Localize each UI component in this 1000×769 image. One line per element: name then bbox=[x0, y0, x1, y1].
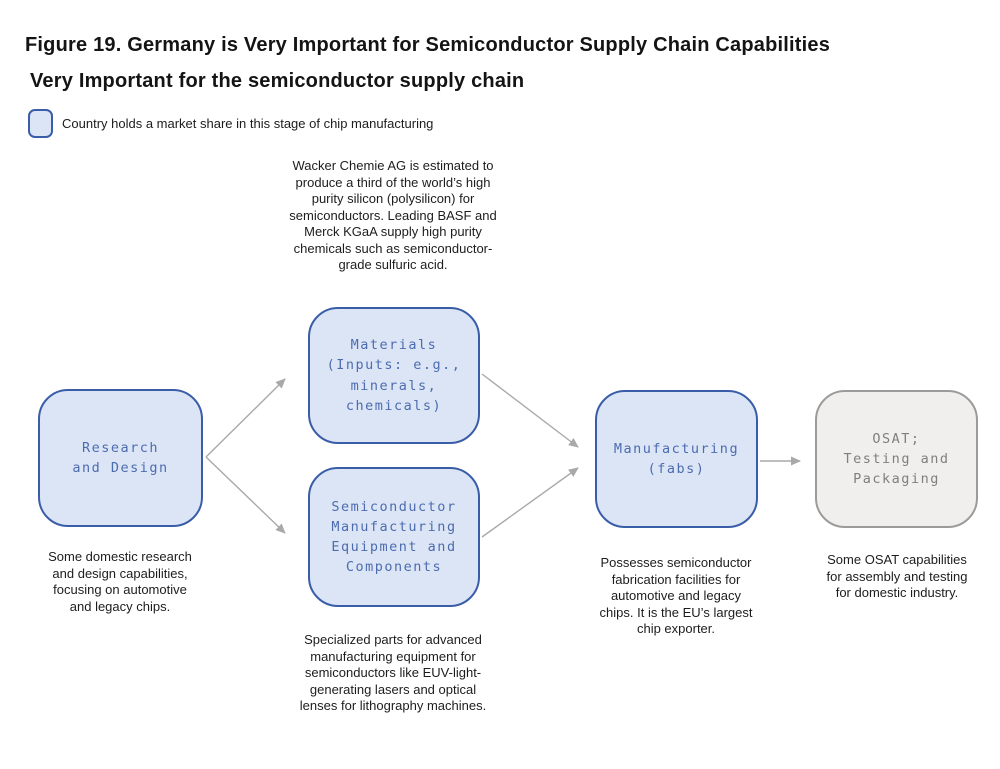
market-share-swatch-icon bbox=[28, 109, 53, 138]
figure-title: Figure 19. Germany is Very Important for… bbox=[25, 34, 831, 56]
note-research-design: Some domestic research and design capabi… bbox=[48, 549, 192, 614]
note-materials: Wacker Chemie AG is estimated to produce… bbox=[289, 158, 497, 272]
note-sme-equipment: Specialized parts for advanced manufactu… bbox=[299, 632, 487, 713]
arrow-research-to-materials bbox=[205, 378, 286, 458]
arrow-equipment-to-fabs bbox=[481, 467, 579, 538]
figure-subtitle: Very Important for the semiconductor sup… bbox=[30, 70, 525, 92]
legend-label: Country holds a market share in this sta… bbox=[62, 116, 434, 131]
legend: Country holds a market share in this sta… bbox=[28, 109, 433, 138]
stage-osat: OSAT; Testing and Packaging bbox=[815, 390, 978, 528]
stage-manufacturing-fabs: Manufacturing (fabs) bbox=[595, 390, 758, 528]
stage-research-and-design: Research and Design bbox=[38, 389, 203, 527]
stage-materials: Materials (Inputs: e.g., minerals, chemi… bbox=[308, 307, 480, 444]
stage-sme-equipment: Semiconductor Manufacturing Equipment an… bbox=[308, 467, 480, 607]
note-osat: Some OSAT capabilities for assembly and … bbox=[826, 552, 968, 600]
arrow-research-to-equipment bbox=[205, 456, 286, 534]
arrow-materials-to-fabs bbox=[481, 373, 579, 448]
note-manufacturing-fabs: Possesses semiconductor fabrication faci… bbox=[599, 555, 753, 636]
